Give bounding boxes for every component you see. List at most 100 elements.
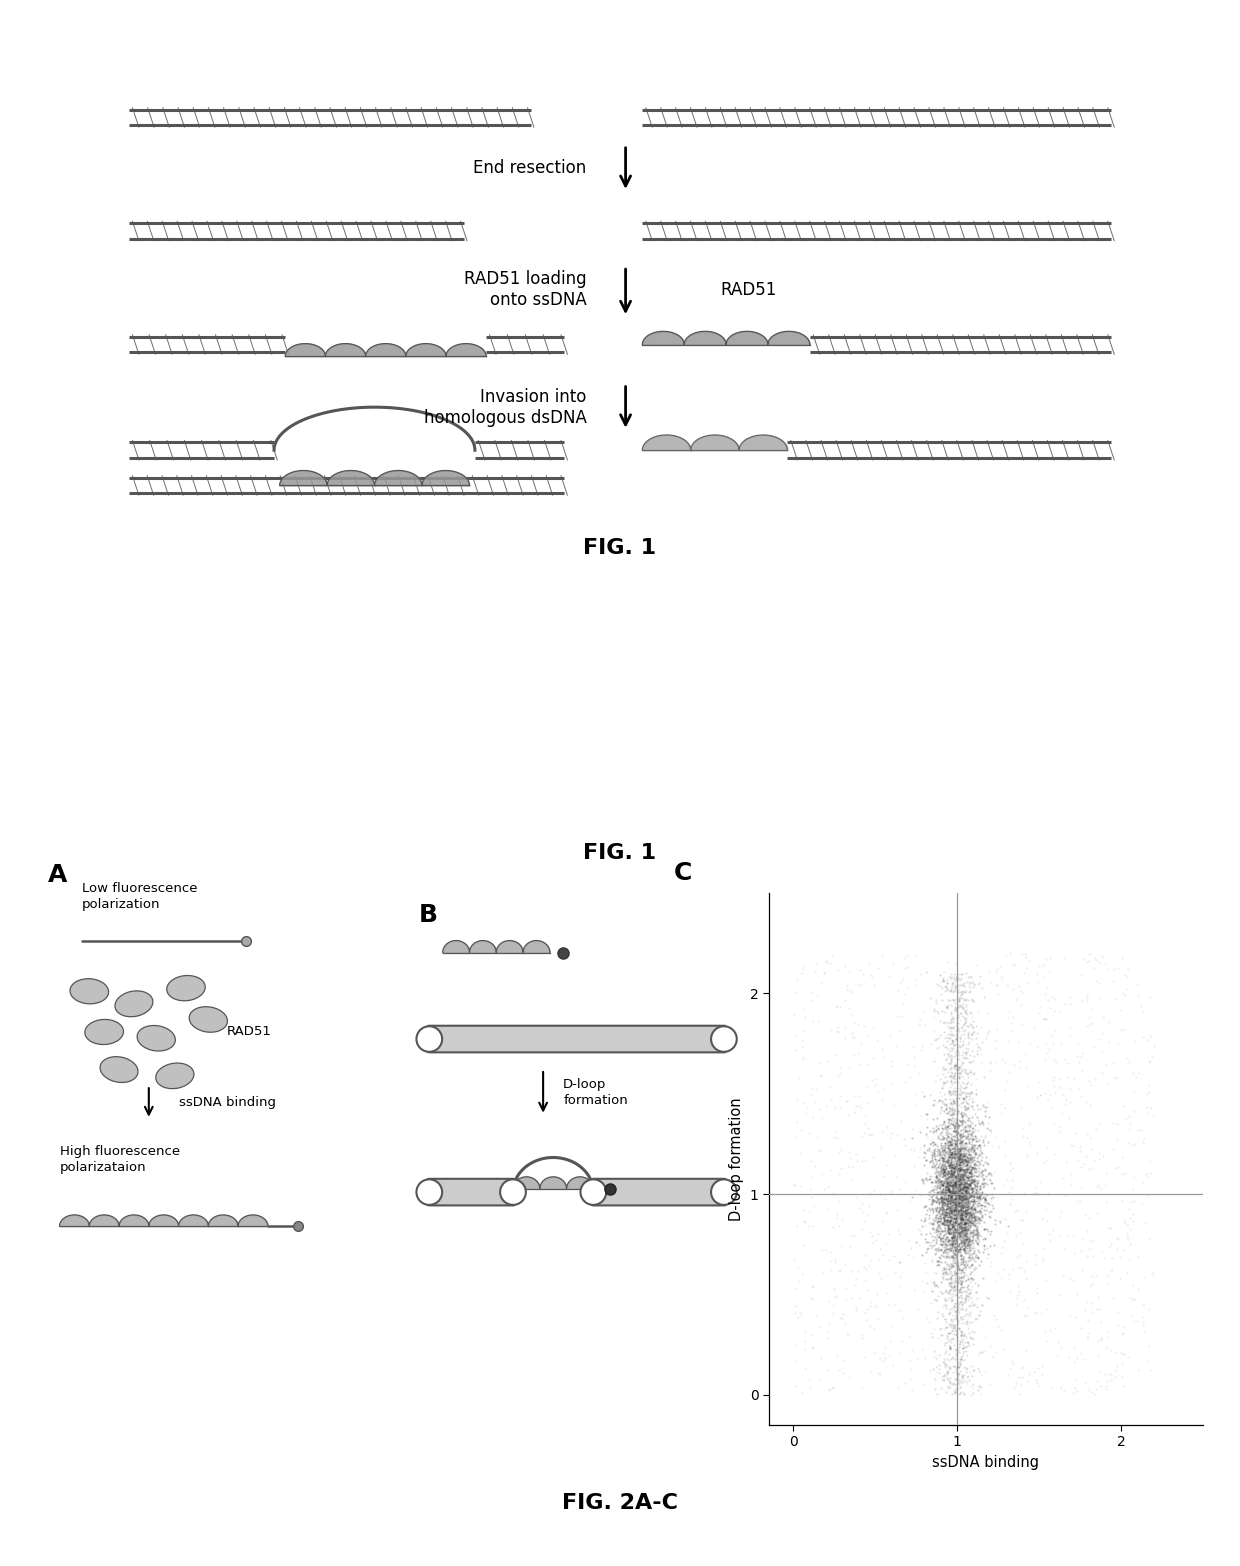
Point <box>916 1221 936 1247</box>
Point <box>914 1153 934 1178</box>
Point <box>956 1174 976 1200</box>
Point <box>951 1170 971 1195</box>
Point <box>951 962 971 987</box>
Point <box>940 1178 960 1203</box>
Point <box>951 1251 971 1276</box>
Point <box>932 1209 952 1234</box>
Point <box>965 1243 985 1268</box>
Point <box>954 1381 973 1406</box>
Point <box>950 1174 970 1200</box>
Point <box>934 1182 954 1207</box>
Point <box>925 1207 945 1232</box>
Point <box>923 1093 942 1118</box>
Point <box>944 1229 963 1254</box>
Point <box>965 1184 985 1209</box>
Point <box>937 1262 957 1287</box>
Point <box>940 1021 960 1046</box>
Point <box>931 1159 951 1184</box>
Point <box>972 1171 992 1196</box>
Point <box>931 1189 951 1214</box>
Point <box>951 1323 971 1348</box>
Point <box>1085 946 1105 971</box>
Point <box>950 1167 970 1192</box>
Point <box>941 1140 961 1165</box>
Point <box>940 1221 960 1247</box>
Point <box>941 1068 961 1093</box>
Point <box>966 1204 986 1229</box>
Point <box>957 1174 977 1200</box>
Point <box>946 1204 966 1229</box>
Point <box>941 1289 961 1314</box>
Point <box>959 1142 978 1167</box>
Point <box>954 1087 973 1112</box>
Point <box>955 1176 975 1201</box>
Point <box>961 1168 981 1193</box>
Point <box>950 1173 970 1198</box>
Point <box>1107 1126 1127 1151</box>
Point <box>945 1052 965 1077</box>
Point <box>806 951 826 976</box>
Point <box>909 1232 929 1257</box>
Point <box>947 1297 967 1322</box>
Point <box>954 1178 973 1203</box>
Point <box>846 1084 866 1109</box>
Point <box>1025 1242 1045 1267</box>
Point <box>830 1214 849 1239</box>
Point <box>934 1176 954 1201</box>
Point <box>972 1174 992 1200</box>
Point <box>951 1207 971 1232</box>
Point <box>957 1123 977 1148</box>
Point <box>1095 1173 1115 1198</box>
Point <box>952 1151 972 1176</box>
Point <box>924 1115 944 1140</box>
Point <box>930 1226 950 1251</box>
Point <box>951 1220 971 1245</box>
Point <box>822 943 842 968</box>
Point <box>913 1372 932 1397</box>
Point <box>940 1098 960 1123</box>
Point <box>955 1201 975 1226</box>
Point <box>967 1148 987 1173</box>
Point <box>919 1187 939 1212</box>
Point <box>852 1322 872 1347</box>
Point <box>801 1149 821 1174</box>
Point <box>955 1135 975 1160</box>
Point <box>931 1095 951 1120</box>
Point <box>947 1336 967 1361</box>
Point <box>954 1195 973 1220</box>
Point <box>935 1214 955 1239</box>
Point <box>929 1198 949 1223</box>
Point <box>934 1212 954 1237</box>
Point <box>1091 944 1111 969</box>
Point <box>935 1157 955 1182</box>
Point <box>954 1123 973 1148</box>
Point <box>946 1082 966 1107</box>
Point <box>935 1164 955 1189</box>
Point <box>956 1190 976 1215</box>
Point <box>936 1178 956 1203</box>
Point <box>973 1159 993 1184</box>
Point <box>951 1052 971 1077</box>
Point <box>945 1251 965 1276</box>
Point <box>985 1303 1004 1328</box>
Point <box>959 1096 978 1121</box>
Point <box>852 1375 872 1400</box>
Point <box>952 1107 972 1132</box>
Point <box>950 1182 970 1207</box>
Point <box>950 1220 970 1245</box>
Point <box>918 1272 937 1297</box>
Point <box>960 1181 980 1206</box>
Point <box>970 1228 990 1253</box>
Point <box>944 1109 963 1134</box>
Point <box>940 1333 960 1358</box>
Point <box>939 1145 959 1170</box>
Point <box>961 1373 981 1398</box>
Point <box>941 1154 961 1179</box>
Point <box>954 1185 973 1211</box>
Point <box>946 1192 966 1217</box>
Point <box>935 1034 955 1059</box>
Point <box>954 1248 973 1273</box>
Point <box>957 1193 977 1218</box>
Point <box>962 1145 982 1170</box>
Point <box>939 1242 959 1267</box>
